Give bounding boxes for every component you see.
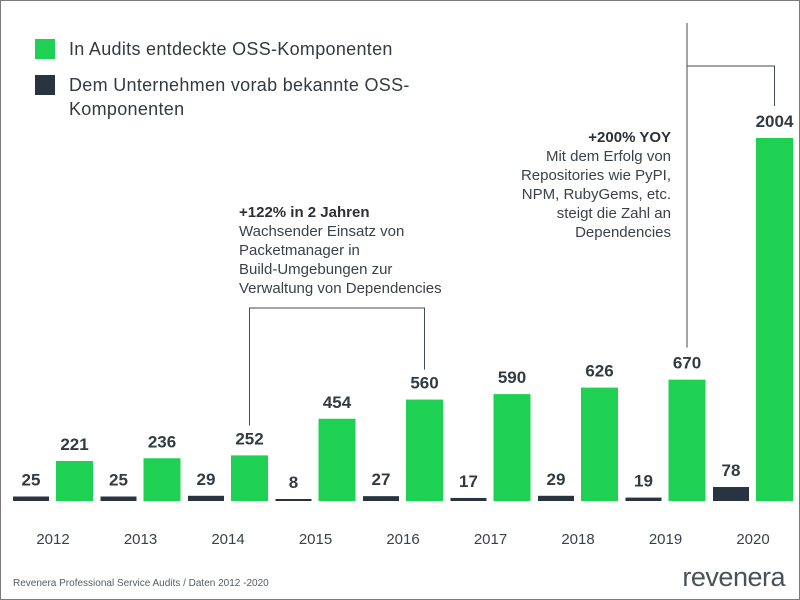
- legend-label-known: Dem Unternehmen vorab bekannte OSS-Kompo…: [69, 75, 410, 119]
- data-label-known-2017: 17: [459, 472, 478, 491]
- data-label-audit-2012: 221: [60, 435, 88, 454]
- annotation-growth-yoy-line: Repositories wie PyPI,: [520, 167, 671, 184]
- x-tick-label-2013: 2013: [124, 531, 157, 548]
- x-tick-label-2012: 2012: [36, 531, 69, 548]
- annotation-growth-2y-line: Build-Umgebungen zur: [239, 261, 393, 278]
- annotation-growth-yoy-headline: +200% YOY: [588, 129, 671, 146]
- data-label-audit-2019: 670: [673, 354, 701, 373]
- bar-audit-2020: [756, 138, 793, 501]
- bar-audit-2018: [581, 387, 618, 501]
- data-label-known-2014: 29: [197, 470, 216, 489]
- data-label-known-2015: 8: [289, 473, 298, 492]
- bar-known-2013: [100, 496, 137, 501]
- legend-swatch-audit: [35, 39, 55, 59]
- annotation-growth-2y-line: Packetmanager in: [239, 242, 360, 259]
- annotation-growth-yoy-line: Mit dem Erfolg von: [545, 148, 671, 165]
- data-label-known-2020: 78: [722, 461, 741, 480]
- legend-item-audit: In Audits entdeckte OSS-Komponenten: [35, 37, 393, 61]
- bar-audit-2019: [668, 379, 706, 501]
- bar-audit-2016: [406, 399, 443, 501]
- annotation-growth-2y: +122% in 2 Jahren Wachsender Einsatz von…: [239, 203, 489, 298]
- bar-audit-2014: [231, 455, 268, 501]
- source-note: Revenera Professional Service Audits / D…: [13, 578, 269, 589]
- data-label-audit-2017: 590: [498, 368, 526, 387]
- data-label-audit-2015: 454: [323, 393, 352, 412]
- bar-known-2020: [713, 487, 749, 501]
- annotation-growth-yoy: +200% YOY Mit dem Erfolg von Repositorie…: [471, 128, 671, 242]
- legend-label-audit: In Audits entdeckte OSS-Komponenten: [69, 39, 393, 59]
- annotation-growth-yoy-line: NPM, RubyGems, etc.: [521, 186, 671, 203]
- annotation-growth-yoy-line: Dependencies: [575, 224, 671, 241]
- x-tick-label-2020: 2020: [736, 531, 769, 548]
- bar-known-2017: [450, 497, 487, 501]
- bar-known-2019: [625, 497, 662, 501]
- annotation-growth-2y-line: Wachsender Einsatz von: [239, 223, 405, 240]
- annotation-growth-2y-line: Verwaltung von Dependencies: [239, 280, 442, 297]
- legend-item-known: Dem Unternehmen vorab bekannte OSS-Kompo…: [35, 73, 455, 121]
- data-label-known-2012: 25: [22, 471, 41, 490]
- data-label-known-2018: 29: [547, 470, 566, 489]
- x-tick-label-2019: 2019: [649, 531, 682, 548]
- x-tick-label-2018: 2018: [561, 531, 594, 548]
- x-tick-label-2016: 2016: [386, 531, 419, 548]
- data-label-known-2016: 27: [372, 470, 391, 489]
- annotation-bracket-2019-2020: [687, 65, 775, 106]
- x-tick-label-2014: 2014: [211, 531, 244, 548]
- annotation-growth-2y-headline: +122% in 2 Jahren: [239, 204, 370, 221]
- bar-known-2015: [275, 499, 312, 501]
- data-label-audit-2014: 252: [235, 429, 263, 448]
- brand-logo: revenera: [682, 562, 785, 592]
- bar-audit-2017: [493, 394, 531, 501]
- bar-audit-2012: [56, 460, 93, 501]
- data-label-audit-2020: 2004: [756, 112, 794, 131]
- data-label-audit-2013: 236: [148, 432, 176, 451]
- bar-known-2014: [188, 495, 224, 501]
- data-label-known-2019: 19: [634, 472, 653, 491]
- legend-swatch-known: [35, 75, 55, 95]
- annotation-bracket-2014-2016: [249, 307, 425, 426]
- x-tick-label-2017: 2017: [474, 531, 507, 548]
- data-label-audit-2016: 560: [410, 374, 438, 393]
- bar-audit-2015: [318, 418, 356, 501]
- bar-known-2016: [363, 496, 399, 501]
- bar-known-2012: [13, 496, 49, 501]
- bar-audit-2013: [143, 458, 181, 501]
- data-label-known-2013: 25: [109, 471, 128, 490]
- annotation-growth-yoy-line: steigt die Zahl an: [556, 205, 671, 222]
- data-label-audit-2018: 626: [585, 362, 613, 381]
- bar-known-2018: [538, 495, 574, 501]
- x-tick-label-2015: 2015: [299, 531, 332, 548]
